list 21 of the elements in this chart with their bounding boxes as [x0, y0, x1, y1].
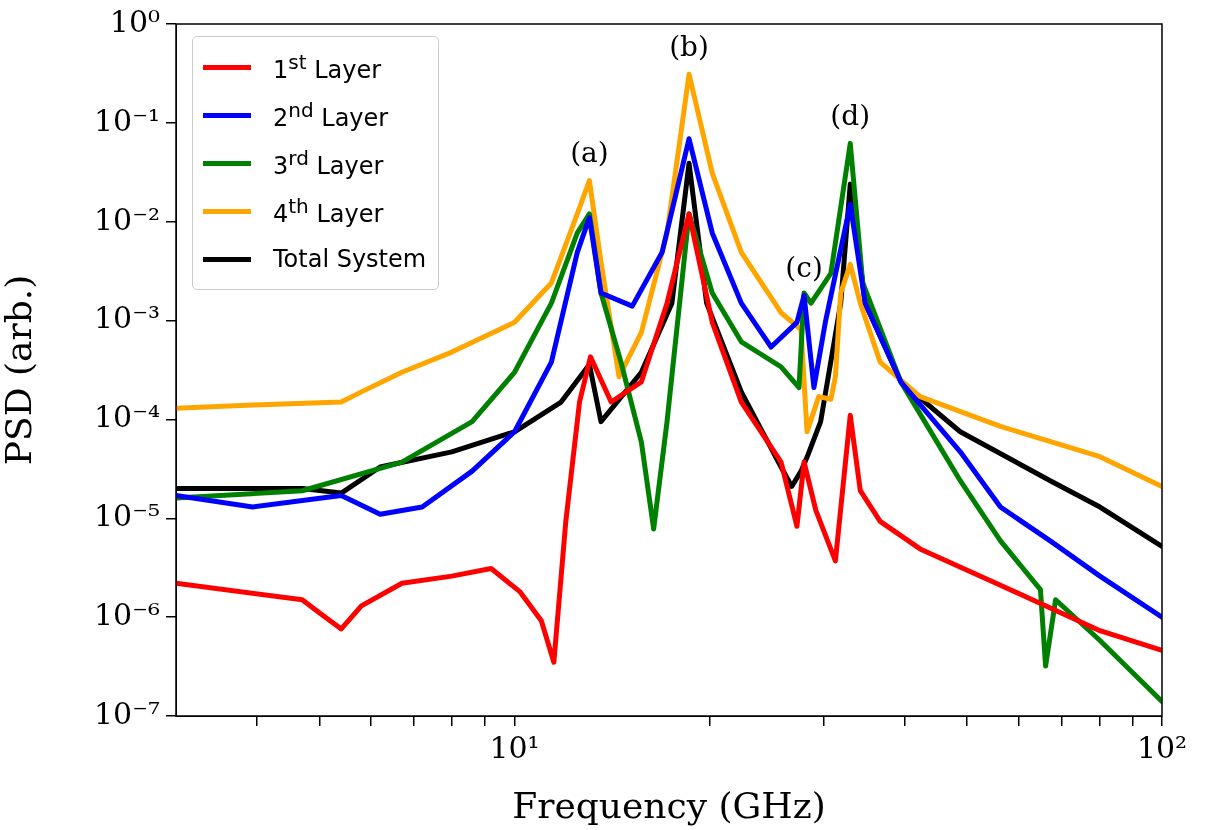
y-tick-label: 10⁻⁵ — [93, 498, 160, 534]
annotation: (c) — [785, 250, 823, 284]
y-tick-label: 10⁻³ — [93, 300, 160, 336]
y-tick-label: 10⁻⁷ — [93, 695, 160, 731]
x-tick-label: 10² — [1136, 729, 1188, 765]
x-axis-title: Frequency (GHz) — [512, 784, 826, 826]
y-tick-label: 10⁻⁶ — [93, 596, 160, 632]
legend-label: 2$^{nd}$ Layer — [273, 98, 389, 132]
y-tick-label: 10⁻² — [93, 201, 160, 237]
annotation: (d) — [830, 98, 871, 132]
y-axis-title: PSD (arb.) — [0, 274, 39, 466]
y-tick-label: 10⁰ — [109, 3, 160, 39]
annotation: (a) — [570, 135, 609, 169]
annotation: (b) — [669, 29, 709, 63]
legend-label: 1$^{st}$ Layer — [273, 50, 382, 84]
x-tick-label: 10¹ — [489, 729, 540, 765]
legend-label: 4$^{th}$ Layer — [273, 194, 384, 228]
legend-label: 3$^{rd}$ Layer — [273, 146, 384, 180]
y-tick-label: 10⁻⁴ — [93, 399, 160, 435]
legend-label: Total System — [273, 245, 427, 273]
y-tick-label: 10⁻¹ — [93, 102, 160, 138]
